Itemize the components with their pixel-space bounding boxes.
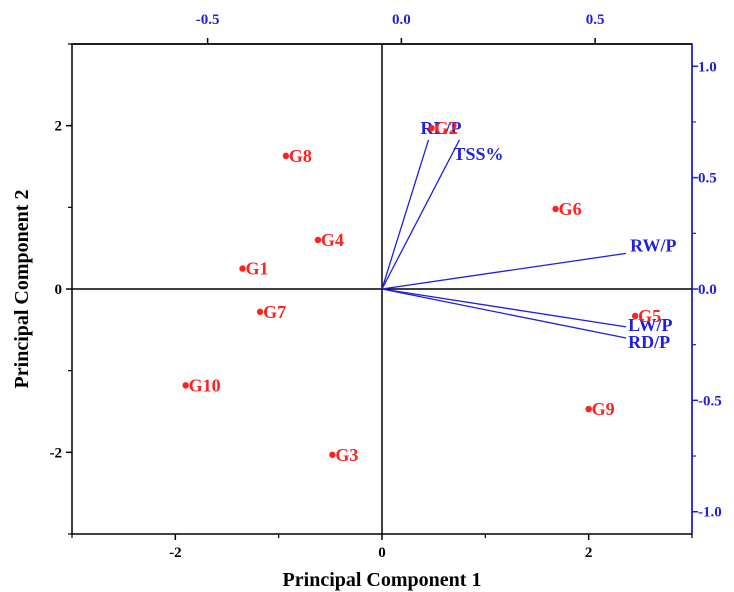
observation-points: G1 G2 G3 G4 G5 G6 G7 G8 G9 G10 (182, 118, 661, 465)
point-marker (256, 308, 264, 316)
point-label: G9 (592, 399, 615, 419)
point-marker (282, 152, 290, 160)
point-label: G8 (289, 146, 312, 166)
loading-label: RW/P (630, 235, 676, 255)
right-tick-label: -1.0 (698, 505, 722, 521)
axis-ticks: -2 0 2 -2 0 2 -0.5 0.0 0.5 1.0 0.5 0.0 -0.5 -1.0 (50, 12, 722, 561)
loading-vector (381, 139, 461, 290)
y-axis-title: Principal Component 2 (11, 190, 33, 389)
point-marker (239, 265, 246, 272)
x-tick-label: 2 (585, 545, 593, 561)
point-marker (329, 451, 336, 458)
point-label: G3 (335, 445, 358, 465)
top-tick-label: 0.5 (586, 12, 605, 28)
y-tick-label: -2 (50, 445, 63, 461)
right-tick-label: -0.5 (698, 393, 722, 409)
loading-label: LW/P (628, 315, 672, 335)
right-tick-label: 0.0 (698, 282, 717, 298)
point-label: G5 (638, 306, 661, 326)
point-marker (314, 236, 322, 244)
point-marker (585, 405, 592, 413)
x-axis-title: Principal Component 1 (283, 569, 482, 591)
y-tick-label: 0 (55, 282, 63, 298)
right-tick-label: 1.0 (698, 59, 717, 75)
point-marker (631, 312, 639, 320)
loading-vectors: RL/P TSS% RW/P LW/PRD/P (381, 118, 677, 352)
point-label: G4 (321, 230, 344, 250)
y-tick-label: 2 (55, 119, 63, 135)
loading-vector (381, 288, 627, 328)
point-marker (552, 205, 559, 213)
loading-vector (381, 139, 430, 290)
point-label: G6 (559, 199, 582, 219)
point-label: G1 (246, 259, 269, 279)
point-label: G7 (263, 302, 286, 322)
top-tick-label: -0.5 (196, 12, 220, 28)
point-marker (428, 124, 435, 132)
x-tick-label: 0 (378, 545, 386, 561)
loading-label: TSS% (454, 144, 504, 164)
loading-vector (381, 252, 627, 290)
loading-label: RL/P (421, 118, 462, 138)
top-tick-label: 0.0 (392, 12, 411, 28)
right-tick-label: 0.5 (698, 171, 717, 187)
point-label: G2 (435, 118, 458, 138)
loading-label: RD/P (628, 332, 670, 352)
point-label: G10 (189, 375, 221, 395)
x-tick-label: -2 (169, 545, 182, 561)
loading-vector (381, 288, 627, 339)
point-marker (182, 382, 189, 389)
